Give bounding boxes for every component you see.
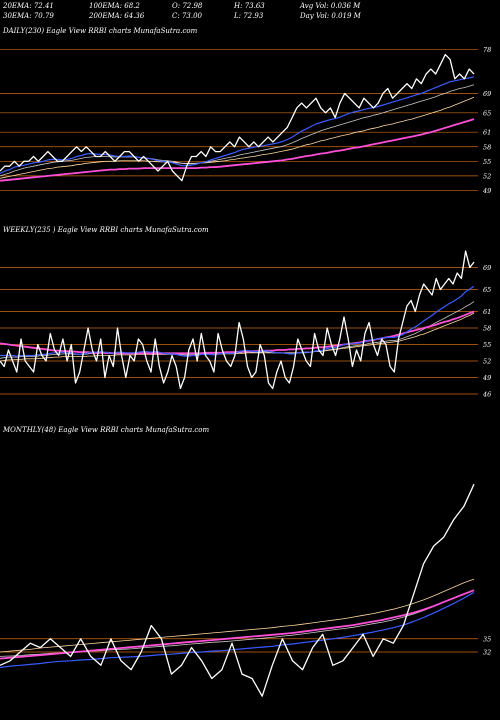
stat-close: C: 73.00 [172, 12, 202, 20]
monthly-chart: 35 32 [0, 483, 491, 697]
weekly-panel-title: WEEKLY(235 ) Eagle View RRBI charts Muna… [3, 226, 209, 234]
stat-avg-vol: Avg Vol: 0.036 M [300, 2, 361, 10]
stat-high: H: 73.63 [234, 2, 265, 10]
monthly-ema-mid-line [0, 589, 475, 657]
stat-low: L: 72.93 [234, 12, 264, 20]
weekly-tick-label: 65 [483, 286, 491, 294]
weekly-tick-label: 49 [482, 374, 491, 382]
weekly-tick-label: 58 [483, 325, 491, 333]
monthly-ema-200-line [0, 589, 475, 660]
stat-ema200: 200EMA: 64.36 [89, 12, 145, 20]
daily-tick-label: 61 [483, 129, 491, 137]
weekly-ema-short-line [0, 285, 475, 357]
daily-tick-label: 58 [483, 143, 491, 151]
stat-open: O: 72.98 [172, 2, 203, 10]
weekly-price-line [0, 250, 475, 390]
monthly-ema-short-line [0, 591, 475, 669]
monthly-tick-label: 35 [483, 635, 491, 643]
weekly-tick-label: 52 [483, 358, 491, 366]
stat-ema30: 30EMA: 70.79 [3, 12, 54, 20]
daily-tick-label: 78 [483, 46, 491, 54]
weekly-chart: 69 65 61 58 55 52 49 46 [0, 250, 491, 399]
daily-price-line [0, 53, 475, 182]
stat-ema20: 20EMA: 72.41 [3, 2, 54, 10]
daily-tick-label: 55 [483, 158, 491, 166]
weekly-ema-mid-line [0, 301, 475, 359]
stat-day-vol: Day Vol: 0.019 M [300, 12, 361, 20]
monthly-panel-title: MONTHLY(48) Eagle View RRBI charts Munaf… [3, 426, 210, 434]
daily-chart: 78 69 65 61 58 55 52 49 [0, 46, 491, 195]
daily-ema-long-line [0, 96, 475, 179]
daily-ema-200-line [0, 118, 475, 182]
monthly-tick-label: 32 [483, 649, 491, 657]
weekly-tick-label: 69 [483, 264, 491, 272]
weekly-tick-label: 55 [483, 341, 491, 349]
daily-tick-label: 69 [483, 90, 491, 98]
daily-tick-label: 52 [483, 172, 491, 180]
weekly-ema-long-line [0, 312, 475, 362]
monthly-price-line [0, 483, 475, 697]
daily-ema-mid-line [0, 84, 475, 177]
stat-ema100: 100EMA: 68.2 [89, 2, 140, 10]
daily-tick-label: 49 [482, 187, 491, 195]
daily-tick-label: 65 [483, 109, 491, 117]
daily-panel-title: DAILY(230) Eagle View RRBI charts Munafa… [3, 27, 198, 35]
daily-ema-short-line [0, 76, 475, 175]
weekly-tick-label: 61 [483, 308, 491, 316]
monthly-ema-long-line [0, 578, 475, 653]
weekly-tick-label: 46 [482, 391, 491, 399]
